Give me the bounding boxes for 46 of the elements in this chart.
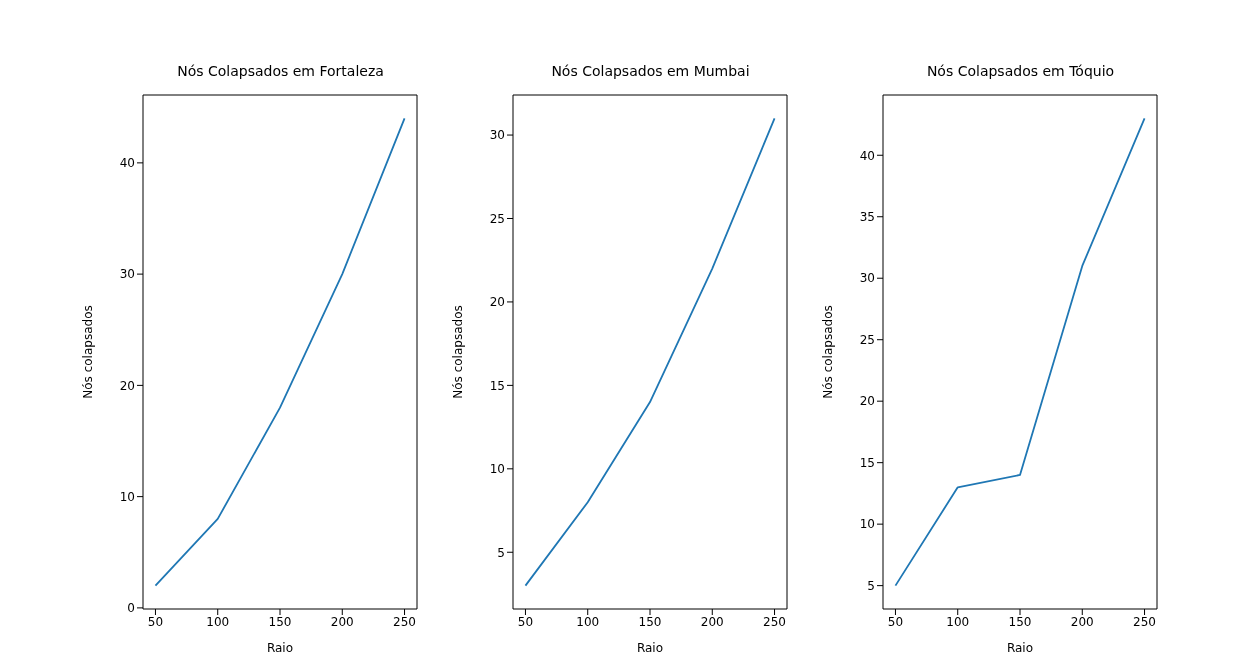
- line-series: [894, 117, 1146, 587]
- y-tick-label: 20: [859, 394, 875, 409]
- y-tick-label: 40: [859, 148, 875, 163]
- y-tick-label: 20: [489, 295, 505, 310]
- chart-title: Nós Colapsados em Fortaleza: [176, 63, 385, 81]
- y-tick-label: 30: [489, 128, 505, 143]
- x-axis-title: Raio: [1006, 641, 1034, 655]
- y-tick-label: 40: [119, 156, 135, 171]
- y-tick-label: 10: [489, 462, 505, 477]
- y-tick-label: 20: [119, 378, 135, 393]
- x-tick-label: 50: [887, 614, 904, 629]
- x-tick-label: 150: [1008, 614, 1032, 629]
- chart-title: Nós Colapsados em Tóquio: [925, 63, 1116, 81]
- x-tick-label: 250: [763, 614, 786, 629]
- line-series: [154, 117, 406, 587]
- y-tick-label: 25: [859, 332, 875, 347]
- y-tick-label: 25: [489, 211, 505, 226]
- x-tick-label: 250: [393, 614, 416, 629]
- y-tick-label: 5: [497, 545, 505, 560]
- x-axis-title: Raio: [636, 641, 664, 655]
- x-tick-label: 150: [268, 614, 292, 629]
- y-axis-title: Nós colapsados: [451, 305, 466, 399]
- y-tick-label: 10: [119, 489, 135, 504]
- x-tick-label: 200: [700, 614, 724, 629]
- y-tick-label: 10: [859, 517, 875, 532]
- y-tick-label: 0: [127, 601, 135, 616]
- x-tick-label: 50: [517, 614, 534, 629]
- y-tick-label: 15: [859, 455, 875, 470]
- x-tick-label: 150: [638, 614, 662, 629]
- y-axis-title: Nós colapsados: [81, 305, 96, 399]
- x-tick-label: 100: [206, 614, 230, 629]
- x-tick-label: 100: [946, 614, 970, 629]
- chart-title: Nós Colapsados em Mumbai: [550, 63, 751, 81]
- x-tick-label: 200: [330, 614, 354, 629]
- x-tick-label: 200: [1070, 614, 1094, 629]
- y-tick-label: 35: [859, 210, 875, 224]
- y-tick-label: 30: [859, 271, 875, 286]
- line-series: [524, 117, 776, 587]
- y-tick-label: 5: [867, 578, 875, 593]
- x-axis-title: Raio: [266, 641, 294, 655]
- x-tick-label: 50: [147, 614, 164, 629]
- y-axis-title: Nós colapsados: [821, 305, 836, 399]
- y-tick-label: 15: [489, 378, 505, 393]
- x-tick-label: 250: [1133, 614, 1156, 629]
- y-tick-label: 30: [119, 267, 135, 282]
- x-tick-label: 100: [576, 614, 600, 629]
